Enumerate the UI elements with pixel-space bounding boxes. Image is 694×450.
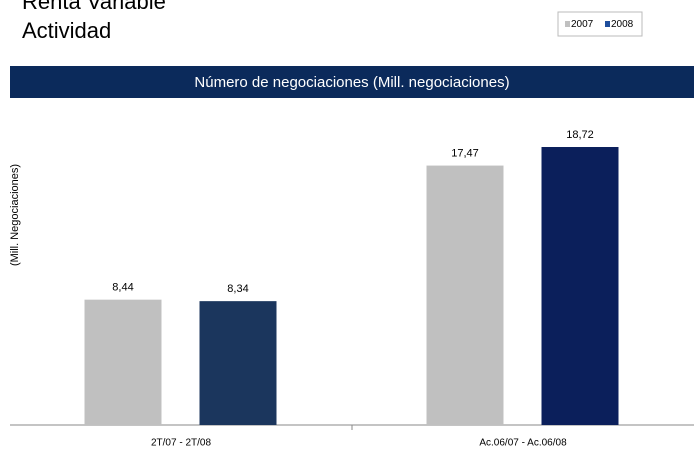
bar [541, 147, 619, 425]
slide-title: Renta Variable [22, 0, 166, 14]
slide-subtitle: Actividad [22, 18, 111, 43]
value-label: 8,44 [112, 282, 133, 294]
value-label: 8,34 [227, 283, 248, 295]
legend-box [557, 11, 643, 37]
legend-label: 2008 [611, 19, 634, 30]
legend-label: 2007 [571, 19, 594, 30]
value-label: 17,47 [451, 147, 479, 159]
y-axis-label: (Mill. Negociaciones) [9, 164, 21, 266]
value-label: 18,72 [566, 129, 594, 141]
legend-swatch [605, 21, 610, 27]
x-tick-label: 2T/07 - 2T/08 [151, 438, 211, 449]
chart-banner [10, 66, 694, 98]
chart-title: Número de negociaciones (Mill. negociaci… [194, 74, 509, 91]
bar [426, 165, 504, 425]
x-tick-label: Ac.06/07 - Ac.06/08 [479, 438, 567, 449]
legend-swatch [565, 21, 570, 27]
bar [84, 299, 162, 425]
bar [199, 301, 277, 425]
